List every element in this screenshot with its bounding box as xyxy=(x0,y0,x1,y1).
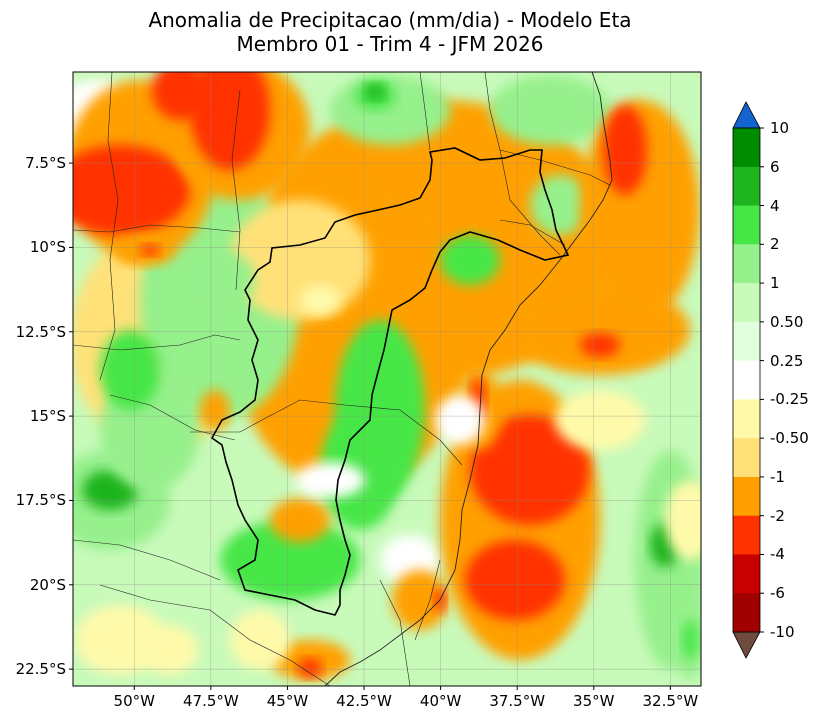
state-border-line xyxy=(499,219,566,246)
longitude-label: 42.5°W xyxy=(336,692,392,710)
colorbar-label: -1 xyxy=(770,467,785,486)
anomaly-field xyxy=(73,72,701,680)
anomaly-region xyxy=(230,610,290,670)
longitude-label: 45°W xyxy=(266,692,309,710)
latitude-label: 12.5°S xyxy=(15,322,66,341)
colorbar-segment xyxy=(733,244,760,284)
colorbar-label: 10 xyxy=(770,119,790,137)
latitude-label: 20°S xyxy=(29,575,66,594)
colorbar-label: 0.50 xyxy=(770,312,804,331)
colorbar-segment xyxy=(733,128,760,168)
anomaly-region xyxy=(298,658,322,678)
anomaly-region xyxy=(230,200,370,320)
colorbar-label: -10 xyxy=(770,623,795,641)
colorbar-extend-max-triangle xyxy=(732,101,761,129)
longitude-tick-marks xyxy=(133,686,671,690)
anomaly-region xyxy=(490,75,610,145)
state-border-line xyxy=(499,149,611,186)
state-border-line xyxy=(190,399,463,466)
state-border-line xyxy=(99,72,119,381)
anomaly-region xyxy=(140,244,160,256)
anomaly-region xyxy=(470,415,590,525)
colorbar-label: -0.50 xyxy=(770,429,809,448)
anomaly-region xyxy=(465,540,565,620)
state-borders xyxy=(73,72,611,686)
longitude-label: 35°W xyxy=(573,692,615,710)
state-border-line xyxy=(484,72,561,256)
anomaly-region xyxy=(152,72,208,120)
state-border-line xyxy=(73,334,241,351)
anomaly-region xyxy=(100,330,160,410)
colorbar-frame xyxy=(732,127,761,633)
sao-francisco-basin-outline xyxy=(210,147,570,616)
colorbar-segment xyxy=(733,166,760,206)
latitude-label: 7.5°S xyxy=(25,154,66,173)
anomaly-region xyxy=(435,395,485,445)
anomaly-region xyxy=(400,205,460,235)
latitude-label: 22.5°S xyxy=(15,660,66,679)
anomaly-region xyxy=(73,145,190,235)
anomaly-region xyxy=(320,410,400,530)
colorbar-label: -4 xyxy=(770,545,785,564)
colorbar-segment xyxy=(733,399,760,439)
colorbar-label: 6 xyxy=(770,157,780,176)
state-border-line xyxy=(109,394,236,441)
anomaly-region xyxy=(295,462,365,498)
anomaly-region xyxy=(300,285,340,315)
anomaly-region xyxy=(682,620,698,660)
map-title-line-2: Membro 01 - Trim 4 - JFM 2026 xyxy=(236,32,544,56)
longitude-label: 40°W xyxy=(419,692,462,710)
colorbar-segment xyxy=(733,205,760,245)
map-gridlines xyxy=(73,72,701,686)
state-border-line xyxy=(231,89,241,291)
anomaly-region xyxy=(75,605,165,675)
anomaly-region xyxy=(603,105,647,195)
anomaly-region xyxy=(580,333,620,357)
latitude-label: 17.5°S xyxy=(15,491,66,510)
colorbar-segment xyxy=(733,283,760,323)
colorbar-segment xyxy=(733,438,760,478)
colorbar-label: 0.25 xyxy=(770,351,804,370)
state-border-line xyxy=(73,224,241,233)
longitude-label: 32.5°W xyxy=(642,692,699,710)
state-border-line xyxy=(99,584,331,686)
anomaly-region xyxy=(220,520,360,600)
anomaly-region xyxy=(190,72,270,170)
coastline-path xyxy=(324,72,613,686)
coastline xyxy=(324,72,613,686)
longitude-label: 37.5°W xyxy=(489,692,546,710)
colorbar-label: -0.25 xyxy=(770,390,809,409)
latitude-tick-marks xyxy=(69,162,73,670)
colorbar-segment xyxy=(733,593,760,633)
anomaly-region xyxy=(510,285,690,375)
colorbar-label: -2 xyxy=(770,506,785,525)
colorbar-extend-min-triangle xyxy=(732,631,761,659)
state-border-line xyxy=(73,539,221,581)
colorbar-label: 2 xyxy=(770,235,780,254)
map-frame xyxy=(72,71,702,687)
colorbar-label: 1 xyxy=(770,274,780,293)
longitude-label: 50°W xyxy=(113,692,155,710)
anomaly-region xyxy=(365,84,385,100)
state-border-line xyxy=(419,72,431,151)
map-title-line-1: Anomalia de Precipitacao (mm/dia) - Mode… xyxy=(148,8,632,32)
anomaly-region xyxy=(665,480,701,560)
anomaly-region xyxy=(142,625,198,675)
colorbar-segment xyxy=(733,476,760,516)
colorbar-segment xyxy=(733,515,760,555)
colorbar-label: -6 xyxy=(770,584,785,603)
latitude-label: 15°S xyxy=(29,407,66,426)
colorbar-segment xyxy=(733,554,760,594)
colorbar-segment xyxy=(733,321,760,361)
state-border-line xyxy=(379,579,411,686)
colorbar-segment xyxy=(733,360,760,400)
colorbar-label: 4 xyxy=(770,196,780,215)
longitude-label: 47.5°W xyxy=(182,692,239,710)
latitude-label: 10°S xyxy=(29,238,66,257)
anomaly-region xyxy=(555,390,645,450)
state-border-line xyxy=(414,559,441,641)
anomaly-region xyxy=(270,498,330,542)
